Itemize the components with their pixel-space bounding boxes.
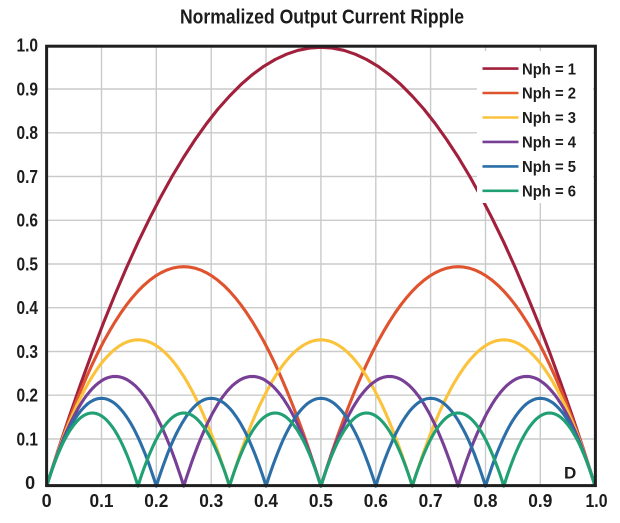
svg-text:0.7: 0.7 bbox=[419, 491, 443, 511]
svg-text:0.2: 0.2 bbox=[17, 386, 39, 406]
svg-text:0.6: 0.6 bbox=[17, 211, 39, 231]
svg-text:Nph = 2: Nph = 2 bbox=[522, 86, 576, 103]
svg-text:0.6: 0.6 bbox=[364, 491, 388, 511]
svg-text:0.8: 0.8 bbox=[17, 123, 39, 143]
svg-text:0.5: 0.5 bbox=[17, 254, 39, 274]
svg-text:Normalized Output Current Ripp: Normalized Output Current Ripple bbox=[180, 7, 464, 29]
svg-text:0: 0 bbox=[25, 473, 35, 493]
svg-text:0.4: 0.4 bbox=[254, 491, 278, 511]
svg-text:1.0: 1.0 bbox=[586, 491, 608, 511]
svg-text:Nph = 4: Nph = 4 bbox=[522, 135, 576, 152]
svg-text:Nph = 1: Nph = 1 bbox=[522, 61, 576, 78]
svg-text:1.0: 1.0 bbox=[17, 36, 39, 56]
svg-text:0.4: 0.4 bbox=[17, 298, 39, 318]
svg-text:Nph = 6: Nph = 6 bbox=[522, 184, 576, 201]
svg-text:0.9: 0.9 bbox=[17, 79, 39, 99]
svg-text:0.5: 0.5 bbox=[309, 491, 333, 511]
svg-text:0.1: 0.1 bbox=[90, 491, 114, 511]
svg-text:0.3: 0.3 bbox=[17, 342, 39, 362]
svg-text:0.3: 0.3 bbox=[199, 491, 223, 511]
svg-text:0.8: 0.8 bbox=[474, 491, 498, 511]
svg-text:Nph = 5: Nph = 5 bbox=[522, 159, 576, 176]
svg-text:0.9: 0.9 bbox=[528, 491, 552, 511]
svg-text:0.7: 0.7 bbox=[17, 167, 39, 187]
svg-text:0.1: 0.1 bbox=[17, 429, 39, 449]
svg-text:0: 0 bbox=[42, 491, 52, 511]
svg-text:0.2: 0.2 bbox=[144, 491, 168, 511]
svg-text:Nph = 3: Nph = 3 bbox=[522, 110, 576, 127]
svg-text:D: D bbox=[564, 464, 576, 483]
